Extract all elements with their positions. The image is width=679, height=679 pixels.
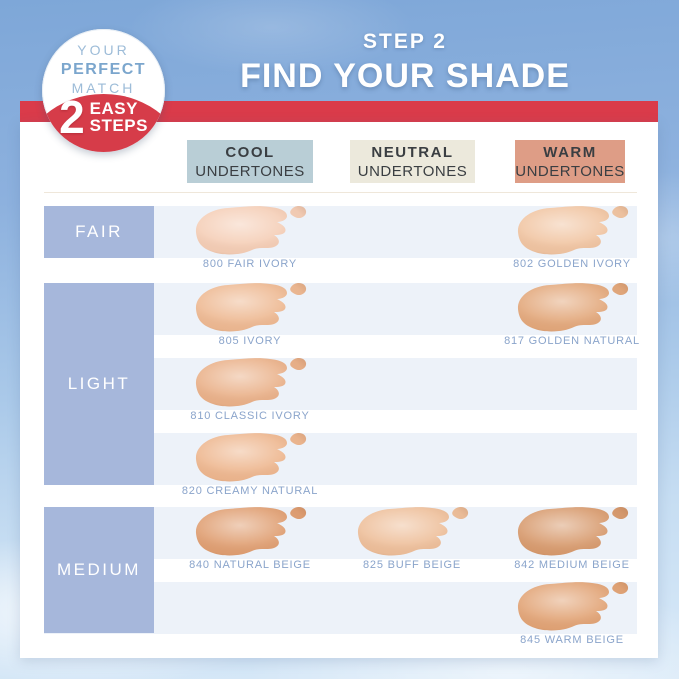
header-divider-line	[44, 192, 637, 193]
shade-chart-panel: COOL UNDERTONES NEUTRAL UNDERTONES WARM …	[20, 122, 658, 658]
column-header-line1: NEUTRAL	[371, 143, 454, 161]
shade-label: 817 GOLDEN NATURAL	[504, 335, 640, 347]
row-label-text: MEDIUM	[57, 560, 141, 579]
foundation-smear-icon	[195, 282, 307, 332]
badge-steps-word: STEPS	[89, 116, 148, 135]
shade-label: 845 WARM BEIGE	[520, 634, 624, 646]
badge-perfect: PERFECT	[60, 60, 147, 78]
shade-label: 810 CLASSIC IVORY	[190, 410, 310, 422]
row-label-medium: MEDIUM	[44, 507, 154, 633]
shade-label: 825 BUFF BEIGE	[362, 559, 461, 571]
shade-swatch-840: 840 NATURAL BEIGE	[172, 501, 328, 583]
column-header-cool-undertones: COOL UNDERTONES	[187, 140, 313, 183]
shade-swatch-810: 810 CLASSIC IVORY	[172, 352, 328, 434]
shade-swatch-820: 820 CREAMY NATURAL	[172, 427, 328, 509]
shade-swatch-805: 805 IVORY	[172, 277, 328, 359]
step-label: STEP 2	[363, 30, 447, 53]
shade-label: 842 MEDIUM BEIGE	[514, 559, 630, 571]
shade-swatch-845: 845 WARM BEIGE	[494, 576, 650, 658]
foundation-smear-icon	[517, 282, 629, 332]
shade-label: 800 FAIR IVORY	[202, 258, 298, 270]
red-ribbon	[20, 101, 658, 122]
badge-red-arc	[42, 93, 165, 152]
badge-top-text: YOUR PERFECT MATCH	[42, 29, 165, 97]
row-label-light: LIGHT	[44, 283, 154, 485]
column-header-line2: UNDERTONES	[515, 162, 625, 180]
column-header-line1: WARM	[543, 143, 597, 161]
foundation-smear-icon	[517, 506, 629, 556]
badge-steps: 2 EASY STEPS	[42, 85, 165, 149]
shade-label: 840 NATURAL BEIGE	[189, 559, 311, 571]
foundation-smear-icon	[517, 205, 629, 255]
foundation-smear-icon	[517, 581, 629, 631]
badge-easy: EASY	[89, 99, 138, 118]
foundation-smear-icon	[195, 205, 307, 255]
shade-swatch-800: 800 FAIR IVORY	[172, 200, 328, 282]
shade-swatch-842: 842 MEDIUM BEIGE	[494, 501, 650, 583]
shade-label: 805 IVORY	[218, 335, 282, 347]
perfect-match-badge: YOUR PERFECT MATCH 2 EASY STEPS	[42, 29, 165, 152]
row-label-text: FAIR	[75, 222, 123, 241]
foundation-smear-icon	[195, 506, 307, 556]
column-header-warm-undertones: WARM UNDERTONES	[515, 140, 625, 183]
row-label-text: LIGHT	[67, 374, 131, 393]
shade-swatch-817: 817 GOLDEN NATURAL	[494, 277, 650, 359]
shade-swatch-825: 825 BUFF BEIGE	[334, 501, 490, 583]
column-header-line2: UNDERTONES	[195, 162, 305, 180]
badge-easy-steps: EASY STEPS	[90, 100, 148, 134]
shade-label: 820 CREAMY NATURAL	[181, 485, 319, 497]
column-header-neutral-undertones: NEUTRAL UNDERTONES	[350, 140, 475, 183]
foundation-smear-icon	[195, 432, 307, 482]
shade-label: 802 GOLDEN IVORY	[513, 258, 631, 270]
badge-match: MATCH	[71, 79, 136, 96]
foundation-smear-icon	[195, 357, 307, 407]
shade-swatch-802: 802 GOLDEN IVORY	[494, 200, 650, 282]
headline: STEP 2 FIND YOUR SHADE	[150, 30, 660, 96]
column-header-line2: UNDERTONES	[357, 162, 468, 180]
page-title: FIND YOUR SHADE	[240, 57, 570, 95]
column-header-line1: COOL	[225, 143, 275, 161]
badge-your: YOUR	[77, 42, 130, 58]
badge-number: 2	[59, 91, 85, 143]
foundation-smear-icon	[357, 506, 469, 556]
row-label-fair: FAIR	[44, 206, 154, 258]
